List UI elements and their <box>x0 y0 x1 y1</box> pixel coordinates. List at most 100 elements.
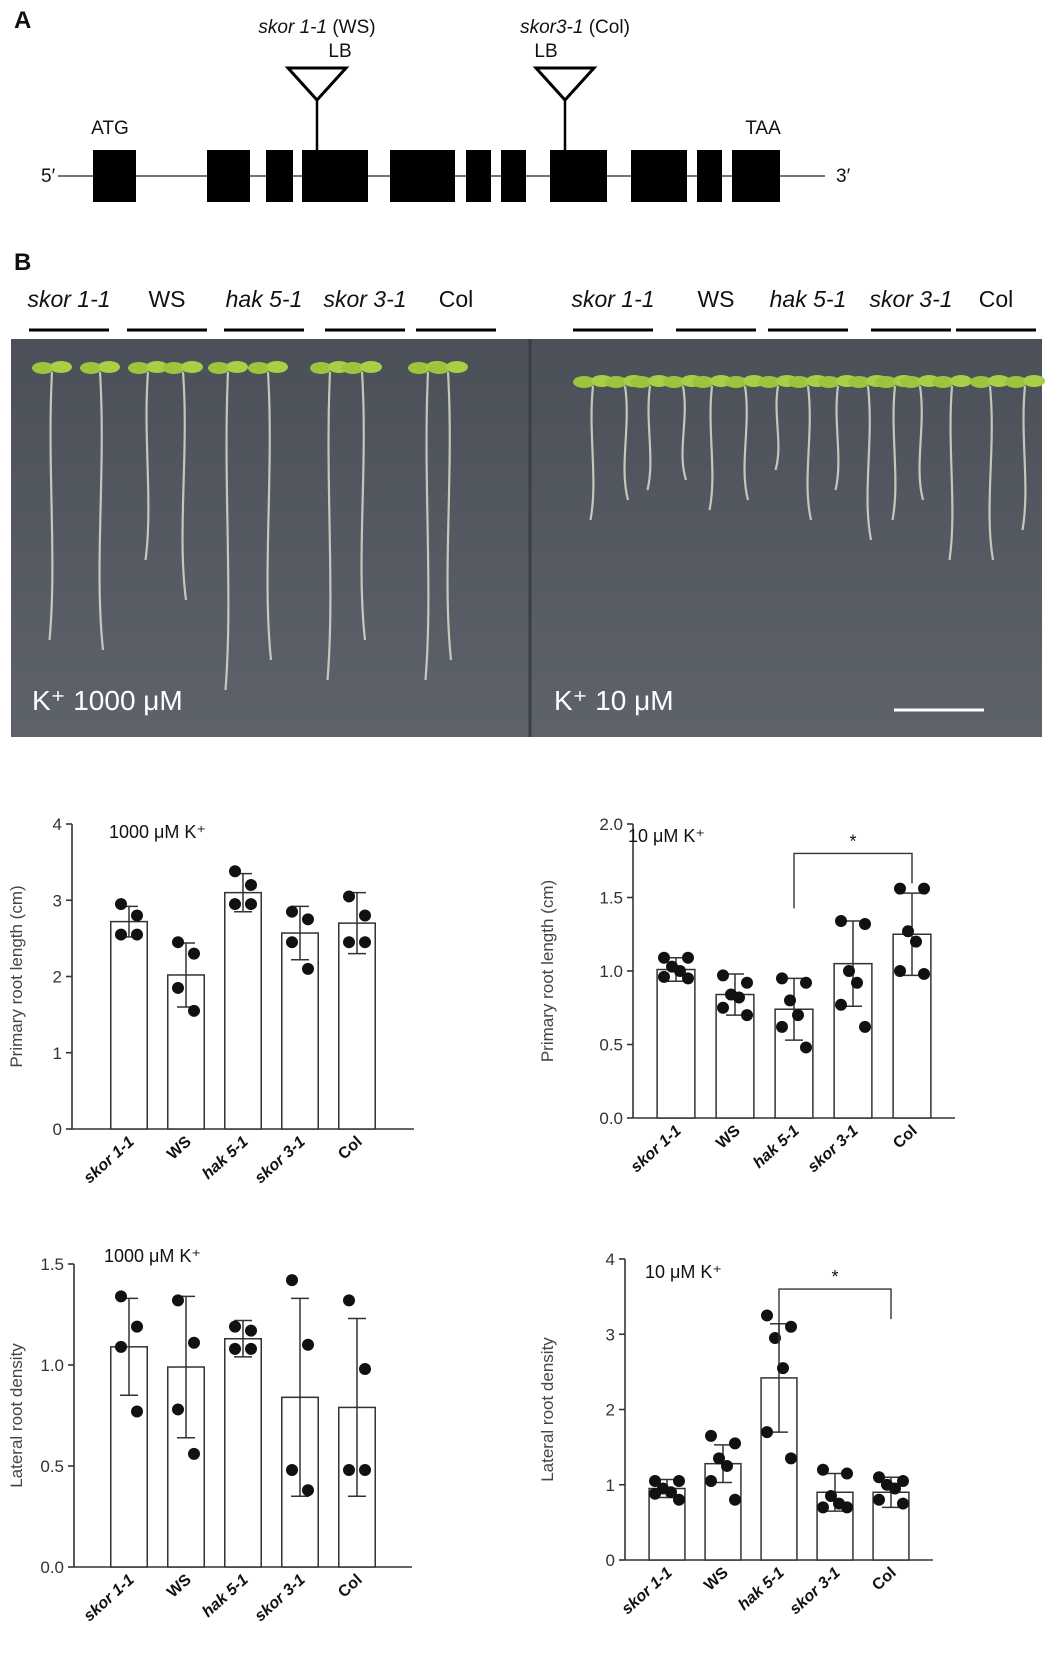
bar <box>656 968 696 1119</box>
data-point <box>918 967 930 980</box>
y-tick-label: 1 <box>53 1044 62 1063</box>
bar <box>167 1366 205 1568</box>
bar <box>281 932 319 1130</box>
data-point <box>245 1324 257 1337</box>
leaf <box>788 376 810 388</box>
error-bar <box>234 1319 252 1358</box>
bar <box>224 1337 262 1568</box>
data-point <box>343 936 355 949</box>
data-point <box>785 1320 797 1333</box>
x-tick-label: hak 5-1 <box>735 1564 787 1614</box>
genotype-label: skor 1-1 <box>571 286 654 312</box>
data-point <box>172 1294 184 1307</box>
root <box>866 385 873 541</box>
data-point <box>910 935 922 948</box>
leaf <box>692 376 714 388</box>
data-point <box>776 972 788 985</box>
data-point <box>761 1426 773 1439</box>
panel-label: B <box>14 249 31 276</box>
significance-label: * <box>831 1267 838 1287</box>
data-point <box>188 947 200 960</box>
data-point <box>817 1501 829 1514</box>
data-point <box>717 969 729 982</box>
data-point <box>902 925 914 938</box>
data-point <box>359 1464 371 1477</box>
data-point <box>776 1020 788 1033</box>
data-point <box>674 965 686 977</box>
data-point <box>172 1403 184 1416</box>
y-tick-label: 1.0 <box>40 1356 64 1375</box>
t-dna-insertions <box>284 66 598 150</box>
leaf <box>266 361 288 373</box>
data-point <box>172 936 184 949</box>
y-tick-label: 1 <box>606 1476 615 1495</box>
allele: skor3-1 <box>520 17 583 38</box>
data-point <box>817 1463 829 1476</box>
data-point <box>188 1447 200 1460</box>
leaf <box>663 376 685 388</box>
data-point <box>343 1294 355 1307</box>
leaf <box>900 376 922 388</box>
y-axis-label: Primary root length (cm) <box>7 885 26 1067</box>
data-point <box>245 879 257 891</box>
data-point <box>115 1340 127 1353</box>
root <box>48 371 54 641</box>
leaf <box>758 376 780 388</box>
data-point <box>792 1009 804 1022</box>
y-tick-label: 0.0 <box>599 1109 623 1128</box>
leaf <box>932 376 954 388</box>
root <box>774 385 780 471</box>
data-point <box>729 1493 741 1506</box>
data-point <box>286 905 298 918</box>
root <box>446 371 453 661</box>
root <box>424 371 430 681</box>
genotype-label: Col <box>439 286 474 312</box>
root <box>1021 385 1027 531</box>
root <box>326 371 332 681</box>
data-point <box>769 1332 781 1345</box>
leaf <box>342 362 364 374</box>
data-point <box>761 1309 773 1322</box>
data-point <box>359 909 371 922</box>
bar <box>338 922 376 1130</box>
leaf <box>428 362 450 374</box>
annotation: 10 μM K⁺ <box>628 826 705 846</box>
leaf <box>446 361 468 373</box>
data-point <box>717 1001 729 1014</box>
data-point <box>245 898 257 911</box>
data-point <box>286 1464 298 1477</box>
plate-photo <box>11 339 1042 737</box>
error-bar <box>291 1297 309 1498</box>
data-point <box>889 1482 901 1495</box>
root <box>360 371 367 641</box>
insertion-label: skor3-1 (Col) <box>520 17 630 38</box>
data-point <box>859 917 871 930</box>
data-point <box>784 994 796 1007</box>
data-point <box>741 976 753 989</box>
y-tick-label: 0.5 <box>599 1036 623 1055</box>
x-tick-label: WS <box>164 1133 195 1163</box>
root <box>834 385 840 491</box>
data-point <box>741 1009 753 1022</box>
five-prime: 5′ <box>41 166 56 187</box>
background: (Col) <box>589 17 630 38</box>
leaf <box>1023 375 1045 387</box>
data-point <box>918 882 930 895</box>
exons <box>93 150 780 202</box>
y-tick-label: 3 <box>53 891 62 910</box>
significance-label: * <box>849 831 856 851</box>
data-point <box>131 909 143 922</box>
data-point <box>873 1493 885 1506</box>
data-point <box>359 936 371 949</box>
genotype-label: hak 5-1 <box>226 286 303 312</box>
leaf <box>163 362 185 374</box>
data-point <box>825 1490 837 1503</box>
data-point <box>229 1342 241 1355</box>
data-point <box>729 1437 741 1450</box>
leaf <box>408 362 430 374</box>
data-point <box>835 915 847 928</box>
annotation: 10 μM K⁺ <box>645 1262 722 1282</box>
data-point <box>229 865 241 878</box>
data-point <box>800 1041 812 1054</box>
root <box>181 371 188 601</box>
